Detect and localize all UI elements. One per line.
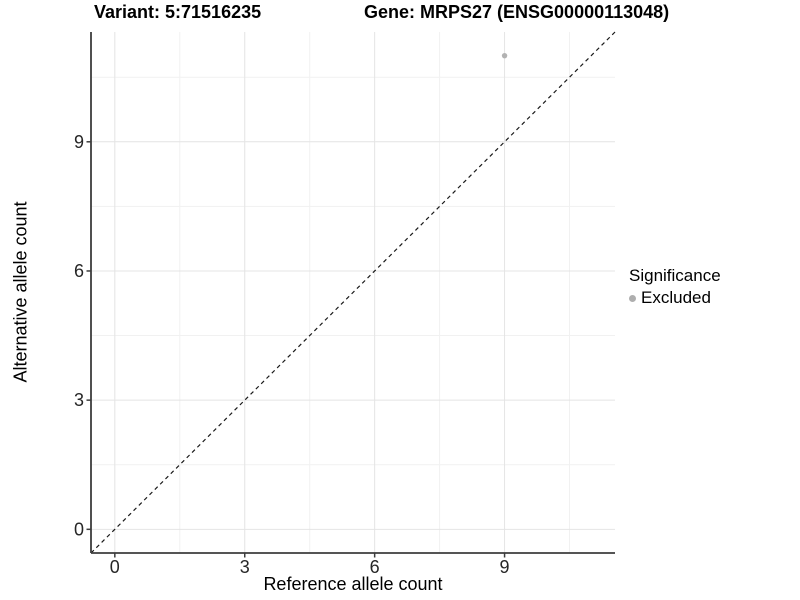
legend-item-label: Excluded	[641, 288, 711, 307]
y-tick-label: 0	[74, 519, 84, 539]
x-tick-label: 0	[110, 557, 120, 577]
identity-dashed-line	[90, 31, 616, 554]
y-tick-label: 9	[74, 132, 84, 152]
data-point-excluded	[501, 52, 508, 59]
plot-title-variant: Variant: 5:71516235	[94, 2, 262, 22]
x-tick-label: 3	[240, 557, 250, 577]
legend: Significance Excluded	[629, 265, 721, 308]
legend-marker-circle-icon	[629, 294, 636, 302]
y-tick-label: 3	[74, 390, 84, 410]
plot-title-gene: Gene: MRPS27 (ENSG00000113048)	[364, 2, 670, 22]
y-tick-label: 6	[74, 261, 84, 281]
x-axis-label: Reference allele count	[263, 574, 443, 594]
legend-title: Significance	[629, 266, 721, 285]
x-tick-label: 6	[370, 557, 380, 577]
x-tick-label: 9	[500, 557, 510, 577]
y-axis-label: Alternative allele count	[10, 201, 31, 383]
legend-item-excluded: Excluded	[629, 288, 721, 308]
